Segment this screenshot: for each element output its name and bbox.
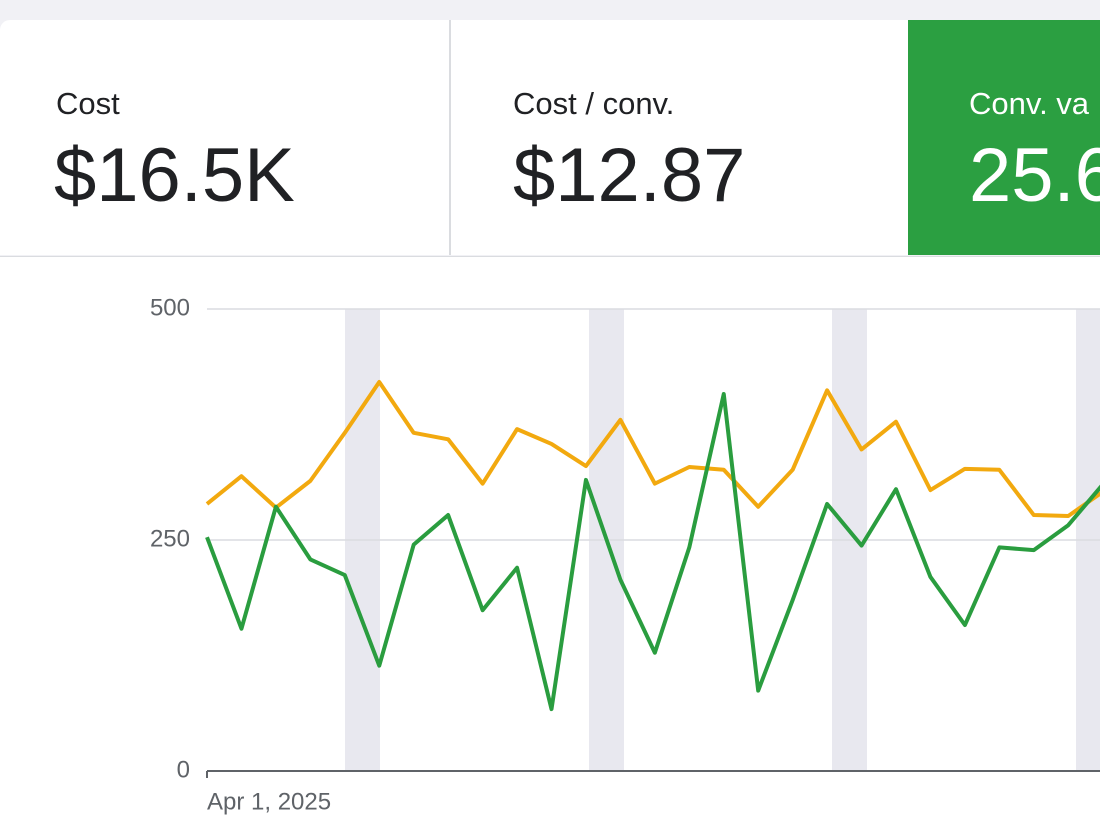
metric-label: Cost xyxy=(56,86,120,121)
metric-value: $16.5K xyxy=(54,133,295,218)
y-tick-label: 500 xyxy=(150,294,190,321)
metric-value: $12.87 xyxy=(513,133,746,218)
series-line xyxy=(205,392,1100,712)
series-line xyxy=(205,379,1100,518)
x-tick-label: Apr 1, 2025 xyxy=(207,788,331,815)
chart: 0 250 500 Apr 1, 2025 xyxy=(150,294,1100,815)
chart-panel: 0 250 500 Apr 1, 2025 xyxy=(0,256,1100,825)
y-tick-label: 0 xyxy=(177,756,190,783)
metric-value: 25.6 xyxy=(969,133,1100,218)
metric-label: Cost / conv. xyxy=(513,86,675,121)
metric-card[interactable]: Conv. va 25.6 xyxy=(908,20,1100,255)
y-tick-label: 250 xyxy=(150,525,190,552)
metric-label: Conv. va xyxy=(969,86,1090,121)
metric-card[interactable]: Cost $16.5K xyxy=(0,20,451,255)
metric-card[interactable]: Cost / conv. $12.87 xyxy=(451,20,908,255)
